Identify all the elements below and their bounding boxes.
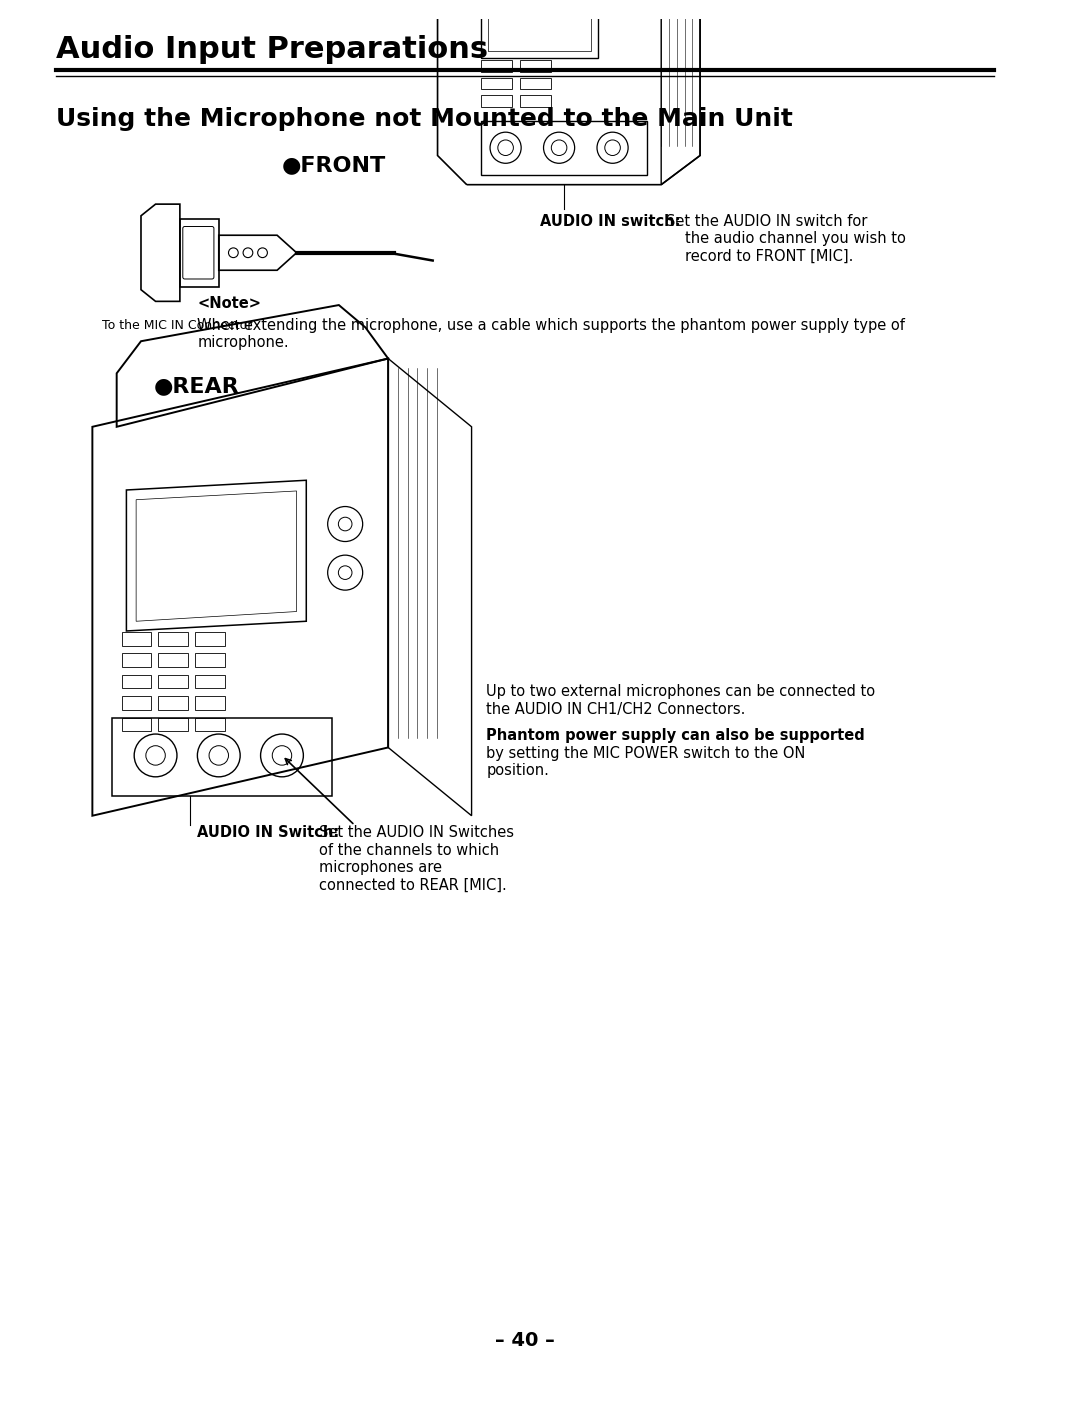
Text: the AUDIO IN CH1/CH2 Connectors.: the AUDIO IN CH1/CH2 Connectors. <box>486 702 745 717</box>
Text: <Note>: <Note> <box>198 297 261 311</box>
Text: Up to two external microphones can be connected to: Up to two external microphones can be co… <box>486 685 875 699</box>
Text: AUDIO IN Switch:: AUDIO IN Switch: <box>198 825 339 841</box>
Text: – 40 –: – 40 – <box>496 1331 555 1351</box>
Text: by setting the MIC POWER switch to the ON: by setting the MIC POWER switch to the O… <box>486 745 806 761</box>
Text: Set the AUDIO IN Switches: Set the AUDIO IN Switches <box>319 825 514 841</box>
Text: AUDIO IN switch:: AUDIO IN switch: <box>540 214 680 228</box>
Text: Using the Microphone not Mounted to the Main Unit: Using the Microphone not Mounted to the … <box>56 106 794 130</box>
Text: ●FRONT: ●FRONT <box>282 156 387 175</box>
Text: record to FRONT [MIC].: record to FRONT [MIC]. <box>686 249 854 263</box>
Text: ●REAR: ●REAR <box>153 377 240 396</box>
Text: Set the AUDIO IN switch for: Set the AUDIO IN switch for <box>666 214 867 228</box>
Text: microphone.: microphone. <box>198 335 289 350</box>
Text: To the MIC IN Connector: To the MIC IN Connector <box>103 319 253 332</box>
Text: Phantom power supply can also be supported: Phantom power supply can also be support… <box>486 729 865 743</box>
Text: When extending the microphone, use a cable which supports the phantom power supp: When extending the microphone, use a cab… <box>198 318 905 333</box>
Text: of the channels to which: of the channels to which <box>319 843 499 857</box>
Text: Audio Input Preparations: Audio Input Preparations <box>56 35 488 64</box>
Text: connected to REAR [MIC].: connected to REAR [MIC]. <box>319 878 507 892</box>
Text: microphones are: microphones are <box>319 860 442 876</box>
Text: position.: position. <box>486 764 549 778</box>
Text: the audio channel you wish to: the audio channel you wish to <box>686 231 906 247</box>
